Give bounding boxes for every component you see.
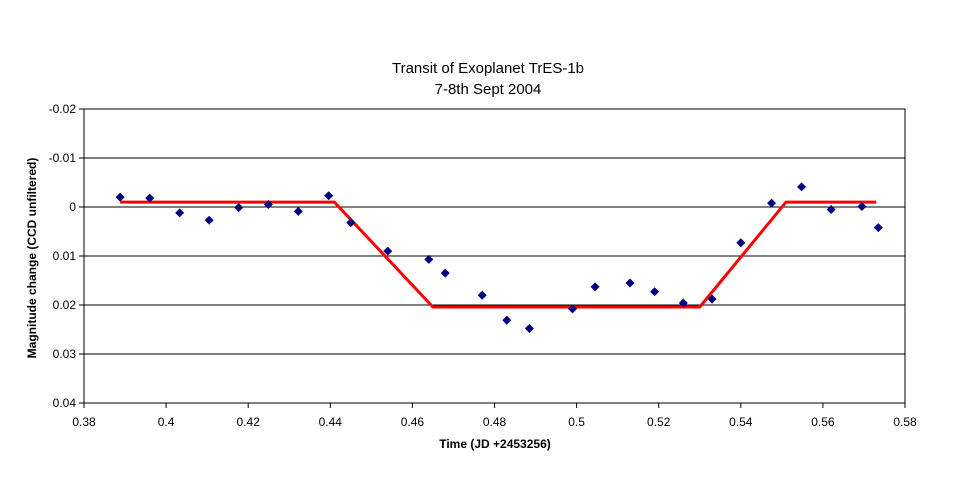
y-tick-label: 0.01 [53, 249, 77, 263]
chart-subtitle: 7-8th Sept 2004 [435, 81, 542, 98]
x-tick-label: 0.52 [647, 415, 671, 429]
data-point [346, 218, 356, 228]
data-point [797, 182, 807, 192]
tick-labels: -0.02 -0.01 0 0.01 0.02 0.03 0.04 0.38 0.4 0.42 0.… [49, 102, 917, 429]
data-point [826, 204, 836, 214]
x-tick-label: 0.58 [893, 415, 917, 429]
x-tick-label: 0.54 [729, 415, 753, 429]
y-tick-label: 0 [69, 200, 76, 214]
fit-line [120, 200, 877, 309]
x-tick-label: 0.4 [158, 415, 175, 429]
x-tick-label: 0.38 [72, 415, 96, 429]
data-point [567, 304, 577, 314]
data-point [263, 200, 273, 210]
data-point [736, 238, 746, 248]
x-tick-label: 0.56 [811, 415, 835, 429]
data-point [524, 324, 534, 334]
data-point [590, 282, 600, 292]
grid-lines [84, 108, 905, 404]
data-point [440, 268, 450, 278]
x-tick-label: 0.48 [483, 415, 507, 429]
data-point [115, 192, 125, 202]
series [115, 182, 883, 334]
y-tick-label: -0.02 [49, 102, 77, 116]
y-axis-label: Magnitude change (CCD unfiltered) [25, 158, 39, 359]
data-point [383, 246, 393, 256]
x-tick-label: 0.5 [568, 415, 585, 429]
data-point [857, 202, 867, 212]
x-tick-label: 0.46 [401, 415, 425, 429]
x-axis-label: Time (JD +2453256) [439, 437, 551, 451]
data-point [293, 206, 303, 216]
x-tick-label: 0.44 [319, 415, 343, 429]
data-point [324, 191, 334, 201]
y-tick-label: 0.04 [53, 396, 77, 410]
data-point [175, 208, 185, 218]
data-point [678, 298, 688, 308]
data-point [502, 315, 512, 325]
data-point [145, 193, 155, 203]
data-point [625, 278, 635, 288]
chart-title: Transit of Exoplanet TrES-1b [392, 60, 584, 77]
data-point [234, 202, 244, 212]
x-tick-label: 0.42 [237, 415, 261, 429]
y-tick-label: 0.03 [53, 347, 77, 361]
data-point [767, 198, 777, 208]
y-tick-label: 0.02 [53, 298, 77, 312]
data-point [424, 254, 434, 264]
y-tick-label: -0.01 [49, 151, 77, 165]
data-point [650, 287, 660, 297]
data-point [204, 215, 214, 225]
data-point [873, 223, 883, 233]
data-point [707, 294, 717, 304]
data-point [477, 290, 487, 300]
